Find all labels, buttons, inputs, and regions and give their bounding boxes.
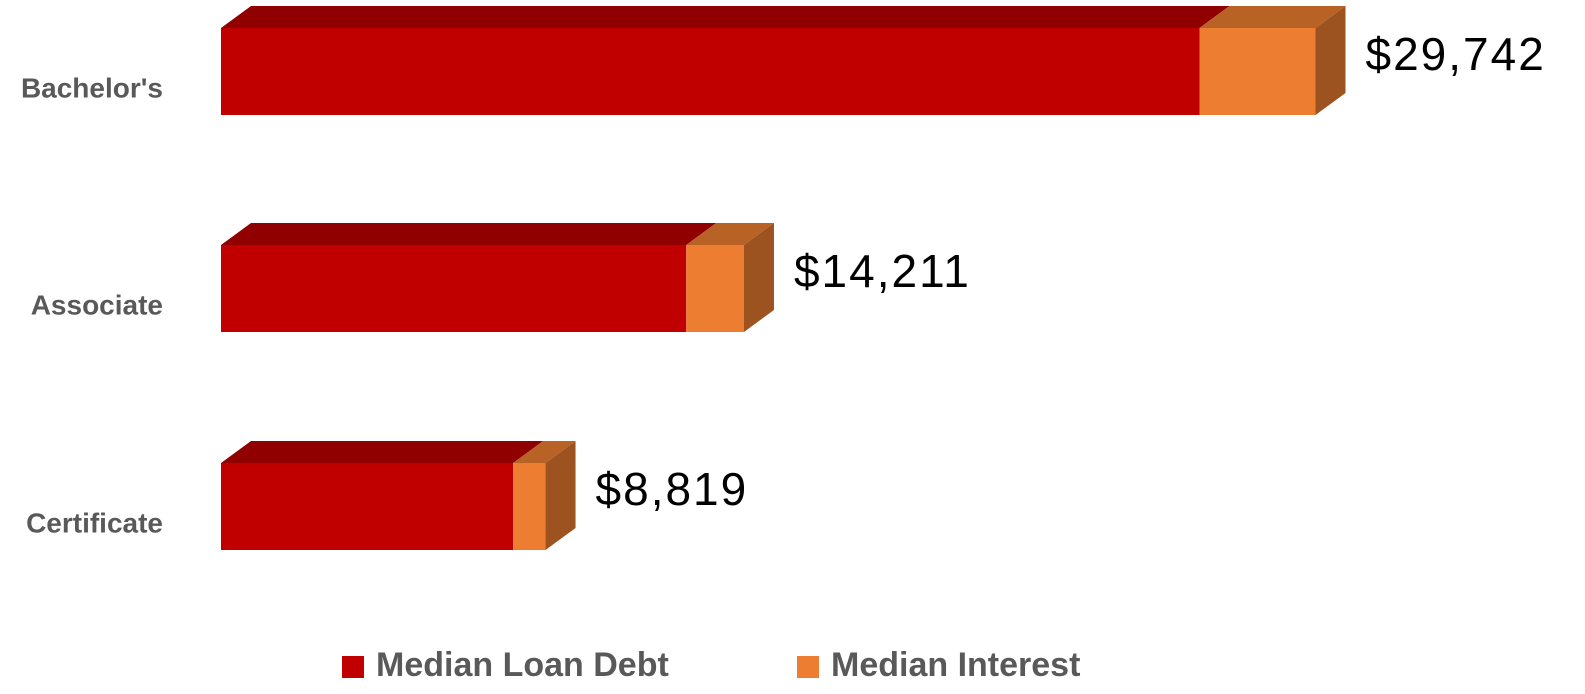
bar-front [221, 245, 687, 332]
total-label: $8,819 [596, 463, 749, 515]
bar-segment [513, 441, 576, 550]
bar-top [221, 223, 717, 245]
bar-side [1315, 6, 1346, 115]
bar-segment [221, 223, 717, 332]
bar-segment [221, 441, 544, 550]
bar-top [221, 6, 1230, 28]
bar-front [686, 245, 744, 332]
bar-segment [686, 223, 774, 332]
bar-top [686, 223, 774, 245]
category-label: Certificate [26, 507, 163, 538]
legend-label: Median Interest [831, 646, 1080, 684]
bar-front [221, 28, 1200, 115]
bar-top [513, 441, 576, 463]
bar-side [743, 223, 774, 332]
category-label: Bachelor's [21, 72, 163, 103]
bar-front [221, 463, 514, 550]
category-label: Associate [31, 289, 163, 320]
legend-swatch [342, 656, 364, 678]
bar-front [513, 463, 546, 550]
total-label: $14,211 [794, 245, 971, 297]
bar-top [221, 441, 544, 463]
bar-top [1199, 6, 1346, 28]
bar-segment [1199, 6, 1346, 115]
bar-front [1199, 28, 1316, 115]
legend-label: Median Loan Debt [376, 646, 669, 684]
bar-side [545, 441, 576, 550]
legend-swatch [797, 656, 819, 678]
total-label: $29,742 [1366, 28, 1546, 80]
bar-segment [221, 6, 1230, 115]
